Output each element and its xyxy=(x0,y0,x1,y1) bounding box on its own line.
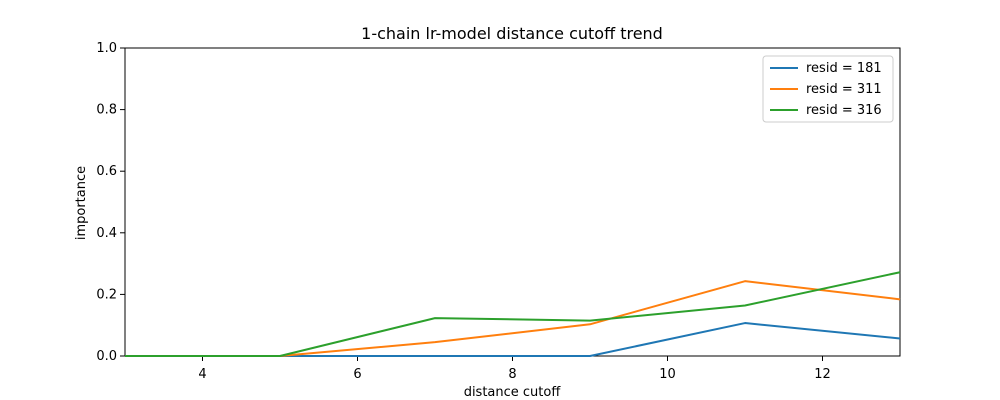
plot-layer: 0.0 0.2 0.4 0.6 0.8 1.0 4 6 8 10 12 resid = 181 resi… xyxy=(96,41,901,382)
legend-label-2: resid = 316 xyxy=(806,103,882,118)
x-tick-label: 8 xyxy=(508,367,516,382)
y-tick-label: 0.2 xyxy=(96,287,117,302)
chart-title: 1-chain lr-model distance cutoff trend xyxy=(361,24,663,43)
y-tick-label: 0.8 xyxy=(96,103,117,118)
y-tick-label: 0.0 xyxy=(96,349,117,364)
legend-label-0: resid = 181 xyxy=(806,61,882,76)
series-line-0 xyxy=(125,322,901,357)
y-tick-label: 1.0 xyxy=(96,41,117,56)
y-axis-label: importance xyxy=(74,166,89,240)
x-tick-label: 10 xyxy=(659,367,676,382)
legend-label-1: resid = 311 xyxy=(806,82,882,97)
series-line-2 xyxy=(125,271,901,357)
legend-box xyxy=(762,55,894,123)
y-tick-label: 0.6 xyxy=(96,164,117,179)
x-tick-label: 12 xyxy=(814,367,831,382)
x-axis-label: distance cutoff xyxy=(464,385,562,400)
x-tick-label: 6 xyxy=(353,367,361,382)
x-tick-label: 4 xyxy=(198,367,206,382)
y-tick-label: 0.4 xyxy=(96,226,117,241)
